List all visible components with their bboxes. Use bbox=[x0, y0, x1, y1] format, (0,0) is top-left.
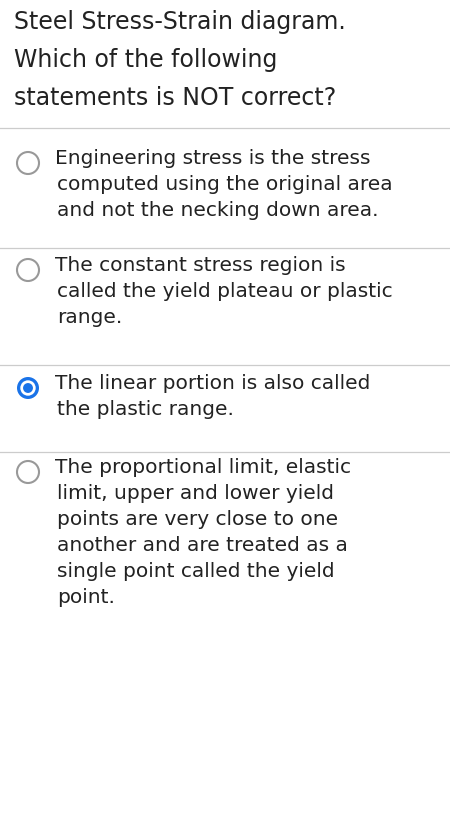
Text: range.: range. bbox=[57, 308, 122, 327]
Text: The proportional limit, elastic: The proportional limit, elastic bbox=[55, 458, 351, 477]
Text: point.: point. bbox=[57, 588, 115, 607]
Text: and not the necking down area.: and not the necking down area. bbox=[57, 201, 378, 220]
Text: computed using the original area: computed using the original area bbox=[57, 175, 392, 194]
Text: The linear portion is also called: The linear portion is also called bbox=[55, 374, 370, 393]
Text: another and are treated as a: another and are treated as a bbox=[57, 536, 348, 555]
Text: Which of the following: Which of the following bbox=[14, 48, 277, 72]
Text: The constant stress region is: The constant stress region is bbox=[55, 256, 346, 275]
Text: called the yield plateau or plastic: called the yield plateau or plastic bbox=[57, 282, 392, 301]
Text: statements is NOT correct?: statements is NOT correct? bbox=[14, 86, 336, 110]
Text: points are very close to one: points are very close to one bbox=[57, 510, 338, 529]
Text: Steel Stress-Strain diagram.: Steel Stress-Strain diagram. bbox=[14, 10, 346, 34]
Text: Engineering stress is the stress: Engineering stress is the stress bbox=[55, 149, 370, 168]
Text: the plastic range.: the plastic range. bbox=[57, 400, 234, 419]
Text: limit, upper and lower yield: limit, upper and lower yield bbox=[57, 484, 334, 503]
Text: single point called the yield: single point called the yield bbox=[57, 562, 335, 581]
